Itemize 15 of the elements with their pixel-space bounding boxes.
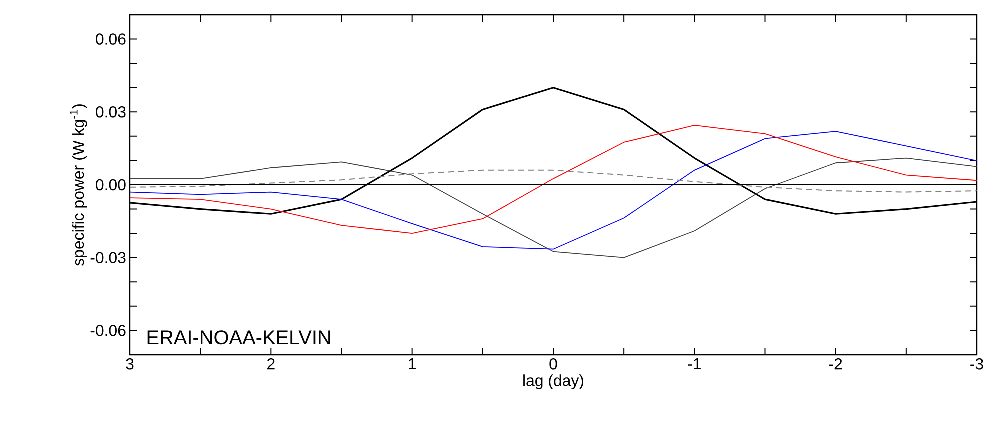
y-tick-label: 0.03 bbox=[96, 106, 126, 118]
x-tick-label: 2 bbox=[268, 358, 275, 370]
annotation: ERAI-NOAA-KELVIN bbox=[148, 330, 330, 345]
x-tick-label: 3 bbox=[126, 358, 134, 370]
x-tick-label: -2 bbox=[829, 358, 842, 370]
x-tick-label: -3 bbox=[970, 358, 984, 370]
y-tick-label: -0.03 bbox=[90, 252, 126, 264]
y-tick-label: 0.06 bbox=[96, 34, 126, 45]
x-tick-label: 1 bbox=[409, 358, 416, 370]
y-tick-label: -0.06 bbox=[90, 325, 126, 336]
x-tick-label: -1 bbox=[688, 358, 701, 370]
x-axis-title: lag (day) bbox=[524, 374, 584, 390]
y-axis-title: specific power (W kg$^{-1}$) bbox=[70, 104, 88, 266]
y-tick-label: 0.00 bbox=[96, 179, 126, 191]
x-tick-label: 0 bbox=[550, 358, 558, 370]
